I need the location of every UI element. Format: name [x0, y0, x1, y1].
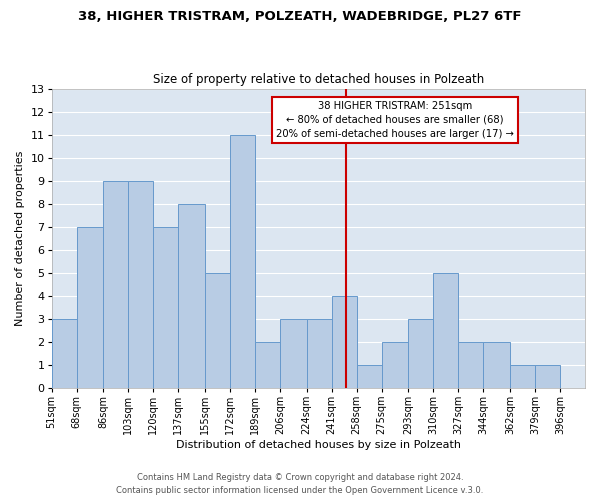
Bar [484, 342, 510, 388]
Bar [153, 227, 178, 388]
Bar [408, 319, 433, 388]
Title: Size of property relative to detached houses in Polzeath: Size of property relative to detached ho… [152, 73, 484, 86]
Bar [307, 319, 332, 388]
Text: Contains HM Land Registry data © Crown copyright and database right 2024.
Contai: Contains HM Land Registry data © Crown c… [116, 474, 484, 495]
Bar [280, 319, 307, 388]
Bar [535, 365, 560, 388]
Bar [230, 134, 255, 388]
Bar [178, 204, 205, 388]
Bar [77, 227, 103, 388]
Bar [205, 273, 230, 388]
Bar [103, 180, 128, 388]
Y-axis label: Number of detached properties: Number of detached properties [15, 150, 25, 326]
Text: 38 HIGHER TRISTRAM: 251sqm
← 80% of detached houses are smaller (68)
20% of semi: 38 HIGHER TRISTRAM: 251sqm ← 80% of deta… [276, 100, 514, 138]
Bar [356, 365, 382, 388]
X-axis label: Distribution of detached houses by size in Polzeath: Distribution of detached houses by size … [176, 440, 461, 450]
Bar [458, 342, 484, 388]
Bar [510, 365, 535, 388]
Bar [433, 273, 458, 388]
Text: 38, HIGHER TRISTRAM, POLZEATH, WADEBRIDGE, PL27 6TF: 38, HIGHER TRISTRAM, POLZEATH, WADEBRIDG… [78, 10, 522, 23]
Bar [255, 342, 280, 388]
Bar [382, 342, 408, 388]
Bar [52, 319, 77, 388]
Bar [128, 180, 153, 388]
Bar [332, 296, 356, 388]
